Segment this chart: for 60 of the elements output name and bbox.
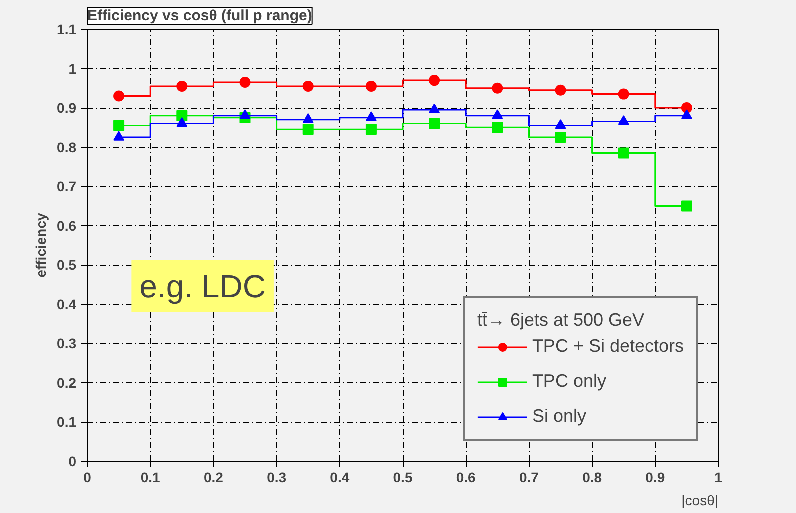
x-tick-label: 0.5 [393,470,413,486]
point [429,104,440,114]
point [366,112,377,122]
x-tick-label: 0.4 [330,470,350,486]
annotation: e.g. LDC [140,268,266,304]
x-axis-title: |cosθ| [682,492,719,508]
point [302,80,314,92]
legend-label: Si only [532,406,586,427]
y-tick-label: 0 [68,454,77,470]
x-tick-label: 0.8 [582,470,602,486]
point [176,80,188,92]
x-tick-label: 0 [84,470,92,486]
point [555,119,566,130]
point [114,90,125,102]
legend-label: TPC + Si detectors [532,336,684,357]
point [555,84,566,96]
x-tick-label: 1 [714,470,723,486]
y-tick-label: 0.4 [57,296,77,312]
x-tick-label: 0.3 [267,470,287,486]
y-axis-title: efficiency [33,212,50,278]
legend-label: TPC only [532,371,606,392]
point [302,124,314,136]
y-tick-label: 0.7 [57,178,77,195]
point [366,124,377,136]
point [492,122,504,134]
point [618,88,630,100]
y-tick-label: 0.9 [57,100,77,116]
x-tick-label: 0.6 [456,470,476,486]
y-tick-label: 0.1 [57,414,77,430]
y-tick-label: 1 [68,60,77,77]
point [114,131,125,141]
chart-title: Efficiency vs cosθ (full p range) [88,8,312,24]
x-tick-label: 0.1 [140,470,161,486]
x-tick-label: 0.7 [519,470,540,486]
y-tick-label: 0.2 [57,374,77,391]
point [492,82,504,94]
point [555,132,566,143]
point [429,118,440,130]
point [681,110,692,120]
point [240,110,251,120]
point [114,120,125,132]
y-tick-label: 0.5 [57,257,77,274]
point [176,110,188,122]
point [302,114,314,124]
y-tick-label: 0.6 [57,218,77,234]
point [176,117,188,128]
point [240,77,251,88]
point [618,116,630,126]
point [681,102,692,114]
point [492,110,504,120]
x-tick-label: 0.2 [204,470,224,486]
x-tick-label: 0.9 [646,470,666,486]
point [366,80,377,92]
y-tick-label: 1.1 [57,22,77,38]
point [681,200,692,212]
y-tick-label: 0.8 [57,139,77,156]
y-tick-label: 0.3 [57,336,77,352]
legend-title: tt̄→ 6jets at 500 GeV [477,310,646,331]
point [429,75,440,86]
point [618,148,630,159]
